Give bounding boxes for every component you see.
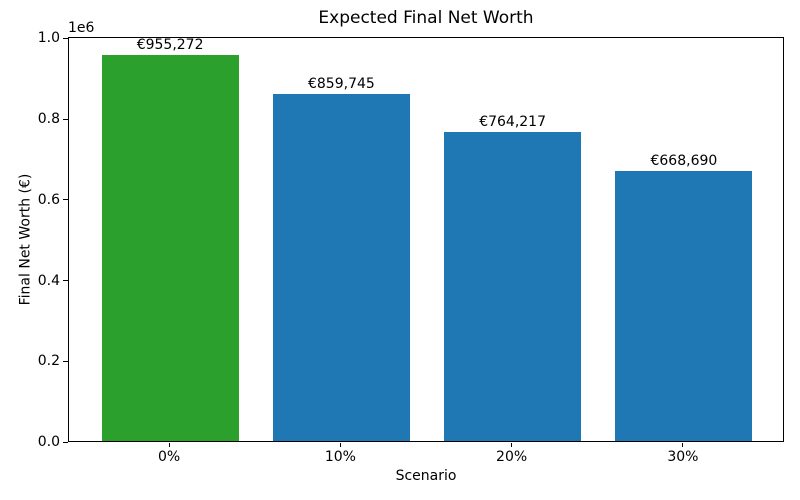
y-tick-mark [63,199,68,201]
x-tick-label: 10% [324,449,356,465]
y-tick-label: 0.4 [37,272,60,289]
y-tick-mark [63,37,68,39]
bar-value-label: €668,690 [650,153,718,169]
x-axis-label: Scenario [395,468,457,484]
x-tick-mark [511,443,513,447]
y-tick-mark [63,360,68,362]
x-tick-mark [339,443,341,447]
y-tick-label: 0.2 [37,353,60,370]
y-tick-label: 1.0 [37,30,60,47]
bar-10% [272,93,410,441]
bar-value-label: €764,217 [479,114,546,131]
bar-30% [615,171,753,441]
x-tick-label: 30% [667,449,699,465]
x-tick-mark [682,443,684,447]
y-tick-mark [63,118,68,120]
x-tick-mark [168,443,170,447]
bar-value-label: €955,272 [136,37,204,54]
y-axis-label: Final Net Worth (€) [17,173,34,306]
x-tick-label: 20% [496,449,528,465]
y-tick-label: 0.6 [37,191,60,208]
bar-value-label: €859,745 [307,75,375,92]
bar-20% [444,132,582,441]
chart-title: Expected Final Net Worth [318,8,534,28]
y-tick-mark [63,280,68,281]
y-tick-mark [63,441,68,443]
y-tick-label: 0.8 [37,111,60,127]
bar-0% [101,55,239,441]
y-tick-label: 0.0 [37,434,60,450]
plot-area: €955,272 €859,745 €764,217 €668,690 [68,37,784,442]
x-tick-label: 0% [157,449,181,465]
y-axis-offset-label: 1e6 [68,20,95,36]
